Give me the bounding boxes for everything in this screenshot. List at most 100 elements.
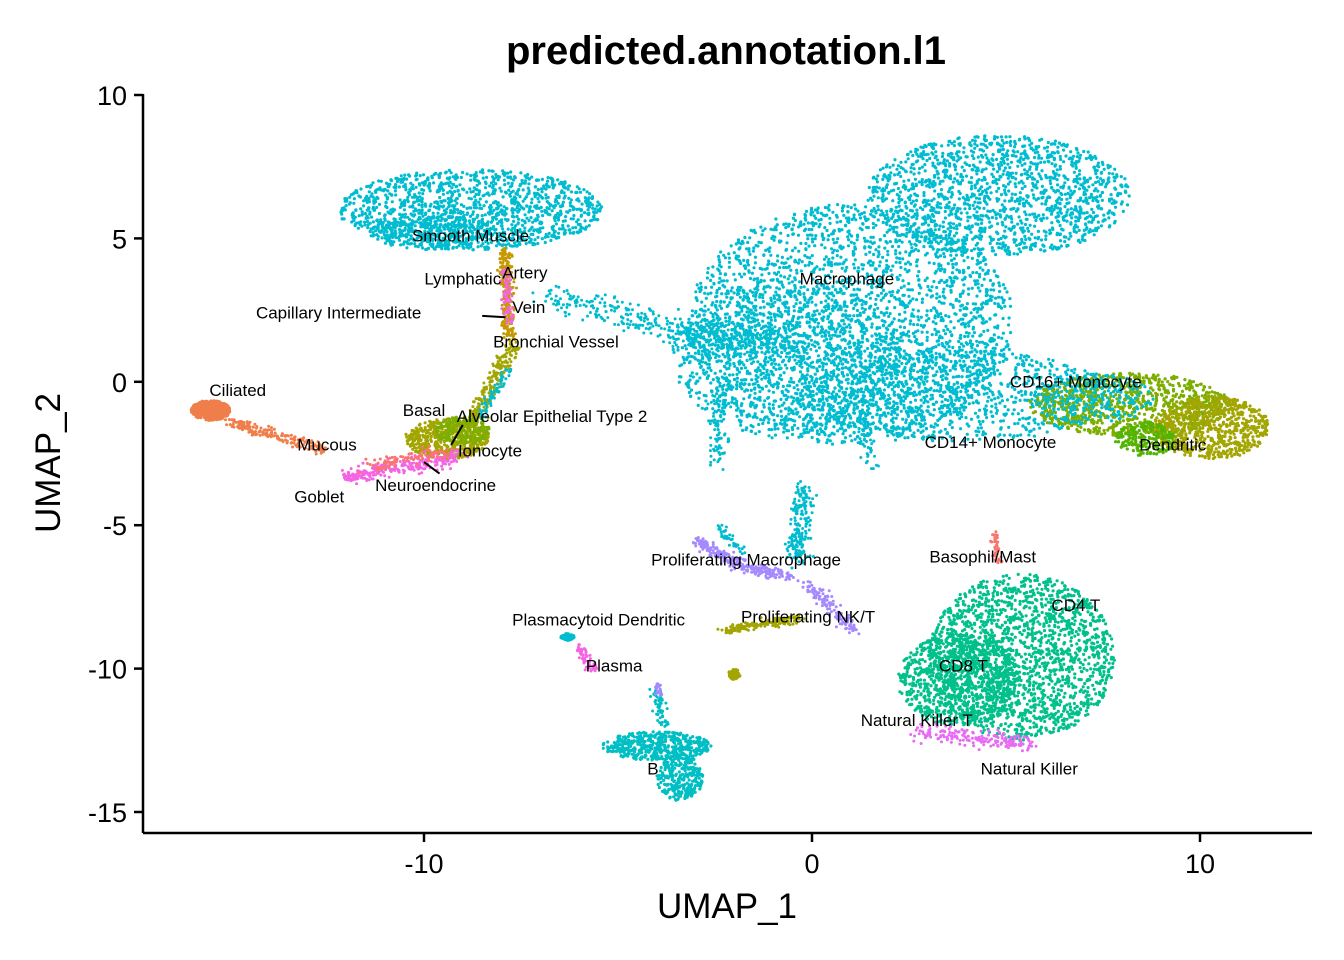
data-point (1000, 157, 1004, 161)
data-point (1068, 231, 1072, 235)
data-point (1060, 197, 1064, 202)
data-point (962, 344, 966, 348)
data-point (893, 158, 897, 162)
data-point (843, 329, 847, 333)
data-point (873, 359, 877, 363)
data-point (1076, 199, 1080, 203)
data-point (939, 192, 943, 196)
data-point (993, 313, 997, 317)
data-point (773, 315, 777, 319)
data-point (942, 287, 946, 291)
data-point (888, 312, 892, 316)
data-point (898, 273, 902, 277)
data-point (895, 210, 899, 214)
data-point (886, 385, 891, 389)
data-point (932, 219, 937, 223)
data-point (1028, 203, 1032, 207)
data-point (961, 271, 966, 275)
data-point (844, 428, 848, 432)
data-point (946, 327, 950, 331)
data-point (711, 274, 715, 278)
data-point (1000, 336, 1004, 340)
data-point (722, 300, 726, 304)
data-point (918, 206, 923, 210)
data-point (837, 362, 841, 366)
data-point (820, 232, 824, 236)
data-point (802, 350, 807, 354)
data-point (995, 199, 1000, 203)
data-point (1092, 233, 1096, 237)
data-point (1096, 180, 1100, 184)
data-point (756, 383, 760, 387)
data-point (947, 236, 951, 240)
data-point (1107, 180, 1111, 184)
data-point (756, 397, 760, 401)
data-point (709, 291, 713, 295)
data-point (880, 373, 884, 377)
data-point (980, 385, 985, 389)
data-point (875, 345, 879, 349)
data-point (800, 365, 804, 369)
data-point (831, 333, 835, 337)
data-point (882, 388, 887, 392)
data-point (777, 314, 781, 318)
data-point (975, 135, 979, 139)
data-point (911, 187, 915, 191)
data-point (949, 225, 953, 230)
data-point (1074, 177, 1078, 182)
data-point (1040, 169, 1044, 173)
data-point (969, 311, 973, 315)
data-point (991, 339, 995, 343)
data-point (995, 141, 1000, 145)
data-point (723, 372, 727, 376)
data-point (1013, 142, 1018, 146)
data-point (704, 399, 708, 403)
data-point (839, 308, 843, 312)
data-point (889, 337, 893, 341)
data-point (838, 334, 842, 338)
data-point (739, 366, 744, 370)
data-point (855, 308, 860, 313)
data-point (769, 298, 773, 303)
data-point (866, 282, 870, 286)
data-point (868, 250, 872, 254)
data-point (1011, 149, 1015, 153)
data-point (1016, 150, 1020, 154)
data-point (860, 212, 864, 216)
data-point (746, 318, 750, 322)
data-point (858, 288, 862, 292)
data-point (797, 225, 801, 229)
data-point (904, 223, 908, 227)
data-point (847, 323, 851, 327)
data-point (939, 234, 943, 238)
data-point (1076, 151, 1080, 155)
data-point (984, 345, 988, 349)
data-point (773, 433, 778, 437)
data-point (758, 295, 762, 299)
data-point (700, 406, 704, 410)
data-point (757, 430, 761, 434)
data-point (997, 335, 1001, 339)
data-point (772, 263, 776, 267)
data-point (876, 204, 880, 208)
data-point (925, 330, 929, 334)
data-point (920, 300, 924, 304)
data-point (826, 302, 830, 306)
data-point (1039, 238, 1044, 242)
data-point (971, 163, 976, 167)
data-point (988, 220, 992, 224)
data-point (846, 235, 850, 239)
data-point (1017, 138, 1022, 142)
data-point (990, 224, 994, 228)
data-point (1047, 160, 1051, 164)
data-point (961, 368, 965, 372)
data-point (753, 396, 757, 400)
data-point (968, 164, 972, 168)
data-point (773, 329, 777, 333)
data-point (966, 255, 970, 259)
data-point (1023, 184, 1027, 188)
data-point (884, 186, 889, 190)
data-point (1032, 155, 1037, 160)
data-point (737, 362, 742, 366)
data-point (1078, 169, 1082, 173)
